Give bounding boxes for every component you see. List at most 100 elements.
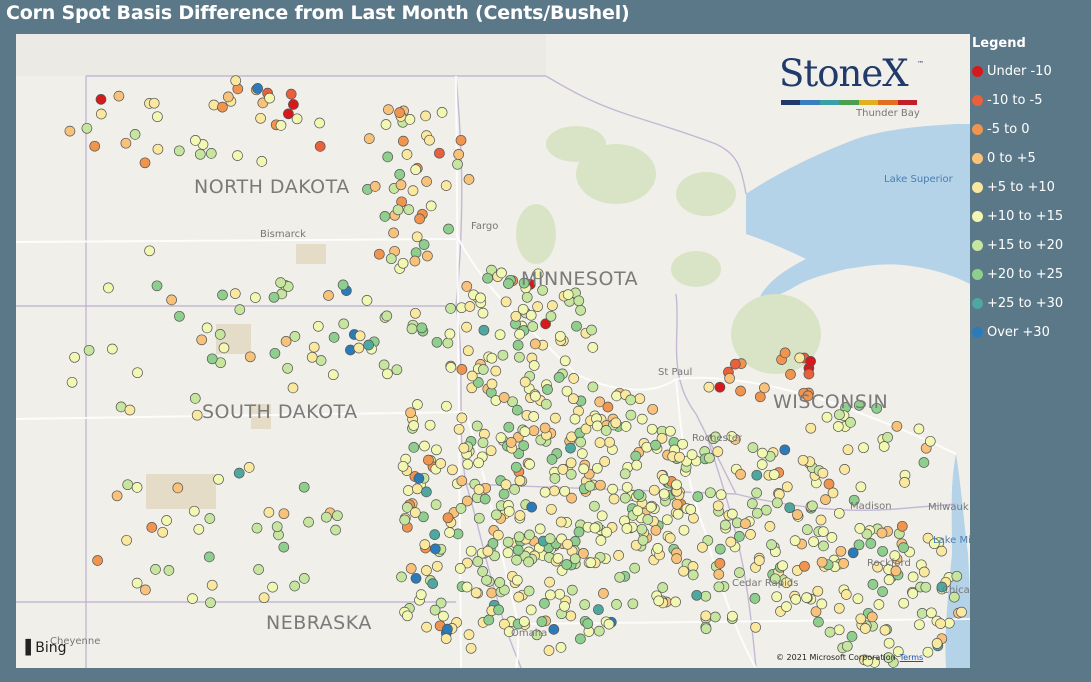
basis-point[interactable] [455, 134, 467, 146]
basis-point[interactable] [410, 307, 421, 319]
basis-point[interactable] [441, 400, 452, 412]
basis-point[interactable] [853, 399, 865, 411]
basis-point[interactable] [188, 505, 200, 517]
basis-point[interactable] [421, 486, 432, 498]
legend-item[interactable]: Under -10 [972, 57, 1090, 86]
basis-point[interactable] [83, 344, 95, 356]
legend-item[interactable]: -5 to 0 [972, 115, 1090, 144]
basis-point[interactable] [678, 524, 690, 536]
basis-point[interactable] [421, 176, 432, 187]
basis-point[interactable] [429, 543, 441, 555]
basis-point[interactable] [834, 409, 845, 421]
basis-point[interactable] [799, 560, 810, 572]
basis-point[interactable] [444, 328, 456, 340]
basis-point[interactable] [190, 135, 201, 146]
basis-map[interactable]: NORTH DAKOTA SOUTH DAKOTA MINNESOTA WISC… [16, 34, 970, 668]
basis-point[interactable] [330, 524, 341, 536]
basis-point[interactable] [591, 420, 603, 432]
basis-point[interactable] [751, 507, 763, 519]
basis-point[interactable] [704, 452, 715, 464]
basis-point[interactable] [203, 551, 215, 563]
basis-point[interactable] [794, 352, 806, 364]
basis-point[interactable] [434, 147, 445, 159]
basis-point[interactable] [414, 213, 425, 225]
legend-item[interactable]: -10 to -5 [972, 86, 1090, 115]
basis-point[interactable] [298, 573, 310, 584]
basis-point[interactable] [876, 527, 888, 539]
basis-point[interactable] [602, 401, 614, 413]
basis-point[interactable] [282, 362, 293, 374]
basis-point[interactable] [552, 552, 564, 564]
basis-point[interactable] [440, 180, 452, 191]
basis-point[interactable] [823, 478, 835, 490]
basis-point[interactable] [757, 447, 768, 459]
basis-point[interactable] [591, 462, 603, 474]
basis-point[interactable] [258, 592, 270, 604]
basis-point[interactable] [734, 531, 745, 542]
basis-point[interactable] [781, 481, 793, 493]
basis-point[interactable] [483, 614, 495, 626]
basis-point[interactable] [473, 484, 485, 495]
basis-point[interactable] [442, 623, 453, 635]
basis-point[interactable] [745, 529, 756, 540]
basis-point[interactable] [726, 431, 738, 442]
basis-point[interactable] [861, 528, 873, 540]
basis-point[interactable] [466, 370, 478, 382]
basis-point[interactable] [709, 611, 721, 623]
basis-point[interactable] [461, 581, 473, 593]
basis-point[interactable] [338, 318, 350, 330]
basis-point[interactable] [877, 545, 888, 557]
basis-point[interactable] [826, 532, 838, 543]
basis-point[interactable] [353, 342, 365, 354]
basis-point[interactable] [498, 488, 510, 500]
basis-point[interactable] [712, 446, 724, 457]
basis-point[interactable] [889, 550, 901, 561]
basis-point[interactable] [363, 133, 375, 144]
basis-point[interactable] [201, 322, 213, 334]
basis-point[interactable] [465, 642, 477, 654]
basis-point[interactable] [621, 523, 633, 534]
basis-point[interactable] [475, 292, 486, 304]
basis-point[interactable] [546, 503, 557, 515]
basis-point[interactable] [416, 322, 428, 334]
basis-point[interactable] [499, 618, 510, 630]
basis-point[interactable] [354, 330, 366, 342]
basis-point[interactable] [677, 438, 688, 450]
basis-point[interactable] [820, 494, 831, 505]
basis-point[interactable] [206, 579, 218, 591]
basis-point[interactable] [611, 390, 622, 402]
basis-point[interactable] [429, 529, 441, 540]
basis-point[interactable] [250, 292, 261, 303]
basis-point[interactable] [611, 599, 622, 610]
basis-point[interactable] [461, 557, 473, 569]
basis-point[interactable] [532, 301, 543, 312]
basis-point[interactable] [792, 509, 803, 520]
basis-point[interactable] [815, 514, 827, 526]
basis-point[interactable] [427, 578, 439, 589]
basis-point[interactable] [189, 393, 201, 404]
basis-point[interactable] [369, 181, 381, 192]
basis-point[interactable] [382, 368, 393, 380]
basis-point[interactable] [157, 526, 169, 538]
basis-point[interactable] [477, 307, 489, 319]
basis-point[interactable] [539, 422, 551, 434]
basis-point[interactable] [596, 510, 608, 522]
basis-point[interactable] [779, 444, 791, 456]
basis-point[interactable] [268, 291, 280, 303]
basis-point[interactable] [479, 493, 491, 505]
basis-point[interactable] [845, 417, 856, 428]
basis-point[interactable] [771, 497, 783, 509]
basis-point[interactable] [194, 148, 206, 160]
basis-point[interactable] [205, 597, 216, 609]
basis-point[interactable] [548, 624, 560, 635]
basis-point[interactable] [499, 584, 510, 596]
basis-point[interactable] [671, 498, 683, 510]
basis-point[interactable] [298, 481, 310, 493]
basis-point[interactable] [363, 339, 374, 351]
basis-point[interactable] [608, 493, 620, 505]
basis-point[interactable] [714, 543, 726, 555]
basis-point[interactable] [810, 606, 822, 618]
basis-point[interactable] [528, 425, 540, 437]
basis-point[interactable] [634, 393, 646, 405]
basis-point[interactable] [191, 409, 203, 421]
